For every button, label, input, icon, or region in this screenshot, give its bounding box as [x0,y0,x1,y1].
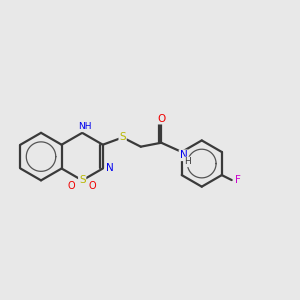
Text: F: F [235,175,241,185]
Text: N: N [106,164,114,173]
Text: O: O [89,181,97,191]
Text: O: O [68,181,75,191]
Text: S: S [79,176,86,185]
Text: H: H [184,158,191,166]
Text: O: O [157,114,165,124]
Text: NH: NH [78,122,92,131]
Text: S: S [119,133,126,142]
Text: N: N [179,150,187,160]
